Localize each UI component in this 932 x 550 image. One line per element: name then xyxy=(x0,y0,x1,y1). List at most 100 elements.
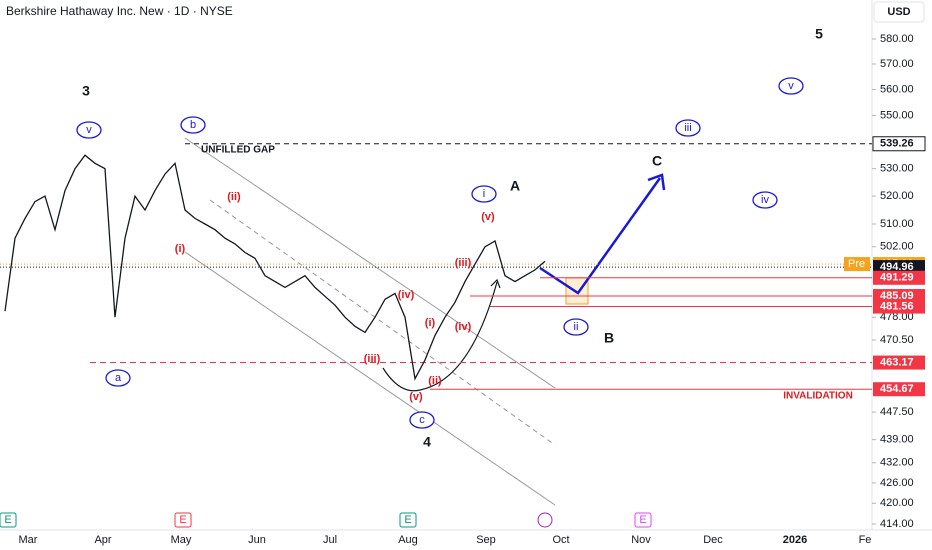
y-tick-label: 447.50 xyxy=(880,406,914,418)
wave-circle xyxy=(675,119,701,137)
y-tick-label: 560.00 xyxy=(880,83,914,95)
wave-label: iii xyxy=(684,122,691,134)
wave-label: (ii) xyxy=(227,191,241,203)
y-tick-label: 478.00 xyxy=(880,311,914,323)
projection-arrow xyxy=(647,173,666,191)
event-icon[interactable] xyxy=(0,512,17,528)
x-tick-label: 2026 xyxy=(783,534,807,546)
wave-circle xyxy=(563,318,589,336)
price-label-box xyxy=(873,270,925,285)
price-label: 481.56 xyxy=(880,300,914,312)
wave-circle xyxy=(105,369,131,387)
wave-label: (iv) xyxy=(398,289,415,301)
chart-title: Berkshire Hathaway Inc. New · 1D · NYSE xyxy=(6,4,233,18)
event-icon[interactable] xyxy=(174,512,192,528)
wave-label: (iii) xyxy=(364,353,381,365)
wave-label: v xyxy=(788,80,794,92)
event-label[interactable]: E xyxy=(404,514,411,526)
event-icon[interactable] xyxy=(634,512,652,528)
wave-label: (i) xyxy=(175,243,186,255)
x-tick-label: Mar xyxy=(19,534,38,546)
wave-label: (iii) xyxy=(455,257,472,269)
channel-mid xyxy=(209,199,556,446)
wave-circle xyxy=(180,116,206,134)
wave-circle xyxy=(76,121,102,139)
x-tick-label: May xyxy=(171,534,192,546)
wave-label: iv xyxy=(761,194,769,206)
y-tick-label: 432.00 xyxy=(880,457,914,469)
x-tick-label: Oct xyxy=(552,534,569,546)
arrow-head xyxy=(490,278,501,289)
wave-label: 5 xyxy=(815,26,823,42)
price-label: 463.17 xyxy=(880,356,914,368)
wave-label: a xyxy=(115,372,122,384)
wave-label: INVALIDATION xyxy=(783,391,853,402)
wave-circle xyxy=(471,185,497,203)
x-tick-label: Nov xyxy=(631,534,651,546)
wave-circle xyxy=(752,191,778,209)
wave-label: 3 xyxy=(82,83,90,99)
curve-arrow xyxy=(382,281,498,392)
wave-label: B xyxy=(604,330,614,346)
pre-label: Pre xyxy=(848,258,865,270)
wave-label: C xyxy=(652,153,662,169)
event-label[interactable]: E xyxy=(179,514,186,526)
y-tick-label: 570.00 xyxy=(880,58,914,70)
x-tick-label: Jul xyxy=(323,534,337,546)
price-label-box xyxy=(873,355,925,370)
wave-circle xyxy=(409,411,435,429)
wave-circle xyxy=(778,77,804,95)
y-tick-label: 580.00 xyxy=(880,33,914,45)
x-tick-label: Jun xyxy=(248,534,266,546)
wave-label: A xyxy=(510,178,520,194)
pre-box xyxy=(844,257,870,272)
wave-label: b xyxy=(190,119,196,131)
price-label-box xyxy=(873,289,925,304)
price-label-box xyxy=(873,299,925,314)
wave-label: 4 xyxy=(423,434,431,450)
y-tick-label: 510.00 xyxy=(880,218,914,230)
projection xyxy=(539,177,662,295)
event-label[interactable]: E xyxy=(4,514,11,526)
currency[interactable]: USD xyxy=(887,6,910,18)
y-tick-label: 502.00 xyxy=(880,241,914,253)
price-line-series xyxy=(4,154,546,381)
x-tick-label: Aug xyxy=(398,534,418,546)
x-tick-label: Fe xyxy=(859,534,872,546)
price-label-box xyxy=(872,136,926,152)
wave-label: (i) xyxy=(425,317,436,329)
y-tick-label: 426.00 xyxy=(880,477,914,489)
price-label-box xyxy=(873,260,925,275)
y-tick-label: 550.00 xyxy=(880,109,914,121)
y-tick-label: 470.50 xyxy=(880,334,914,346)
event-label[interactable]: E xyxy=(639,514,646,526)
wave-label: (iv) xyxy=(455,321,472,333)
wave-label: ii xyxy=(574,321,579,333)
wave-label: (v) xyxy=(409,391,423,403)
x-tick-label: Dec xyxy=(703,534,723,546)
wave-label: UNFILLED GAP xyxy=(201,145,275,156)
x-tick-label: Sep xyxy=(476,534,496,546)
wave-label: i xyxy=(483,188,485,200)
channel-upper xyxy=(184,137,556,389)
y-tick-label: 414.00 xyxy=(880,518,914,530)
price-label: 494.96 xyxy=(880,261,914,273)
channel-lower xyxy=(184,251,556,506)
price-label: 485.09 xyxy=(880,290,914,302)
wave-label: (v) xyxy=(481,211,495,223)
y-tick-label: 530.00 xyxy=(880,163,914,175)
y-tick-label: 439.00 xyxy=(880,434,914,446)
event-icon[interactable] xyxy=(399,512,417,528)
wave-label: c xyxy=(419,414,425,426)
price-label: 454.67 xyxy=(880,383,914,395)
dividend-icon xyxy=(537,512,553,528)
currency-box[interactable] xyxy=(873,1,925,23)
y-tick-label: 520.00 xyxy=(880,190,914,202)
wave-label: v xyxy=(86,124,92,136)
wave-label: (ii) xyxy=(428,375,442,387)
price-label-box xyxy=(873,382,925,397)
y-tick-label: 420.00 xyxy=(880,497,914,509)
